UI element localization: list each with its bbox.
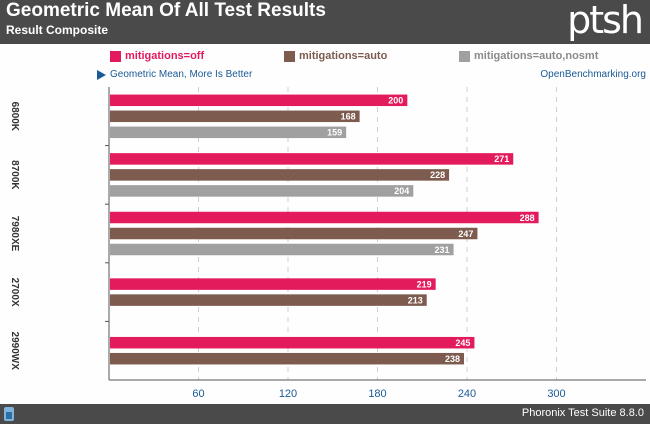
bar bbox=[110, 153, 514, 165]
bar bbox=[110, 352, 465, 365]
bar-value-label: 213 bbox=[408, 295, 423, 305]
bar bbox=[110, 94, 408, 107]
x-tick-label: 60 bbox=[192, 388, 204, 400]
bar-value-label: 200 bbox=[388, 96, 403, 106]
footer-version: Phoronix Test Suite 8.8.0 bbox=[521, 407, 644, 419]
bar-value-label: 204 bbox=[394, 186, 409, 196]
bar bbox=[110, 185, 414, 197]
bar-value-label: 238 bbox=[445, 354, 460, 364]
x-tick-label: 120 bbox=[279, 388, 297, 400]
bar bbox=[110, 294, 427, 306]
category-label: 6800K bbox=[9, 102, 20, 132]
pts-logo: ptsh bbox=[567, 0, 644, 42]
category-label: 2990WX bbox=[9, 332, 20, 371]
chart-title: Geometric Mean Of All Test Results bbox=[6, 0, 326, 21]
bar bbox=[110, 227, 478, 240]
bar-value-label: 228 bbox=[430, 170, 445, 180]
header-bar: Geometric Mean Of All Test Results Resul… bbox=[0, 0, 650, 44]
legend-swatch-auto bbox=[284, 51, 295, 62]
x-tick-label: 180 bbox=[368, 388, 386, 400]
direction-note-text: Geometric Mean, More Is Better bbox=[110, 69, 253, 80]
footer-bar: Phoronix Test Suite 8.8.0 bbox=[0, 404, 650, 424]
category-label: 7980XE bbox=[9, 216, 20, 252]
direction-note: Geometric Mean, More Is Better bbox=[97, 69, 253, 80]
bar-value-label: 271 bbox=[494, 154, 509, 164]
category-label: 8700K bbox=[9, 160, 20, 190]
bar bbox=[110, 278, 436, 290]
bar bbox=[110, 110, 360, 123]
x-tick-label: 240 bbox=[458, 388, 476, 400]
legend-label-nosmt: mitigations=auto,nosmt bbox=[474, 50, 599, 62]
bar-value-label: 245 bbox=[455, 338, 470, 348]
legend-label-off: mitigations=off bbox=[125, 50, 205, 62]
bar bbox=[110, 336, 475, 349]
bar bbox=[110, 243, 454, 256]
chart-subtitle: Result Composite bbox=[6, 23, 109, 37]
legend-swatch-nosmt bbox=[459, 51, 470, 62]
bar bbox=[110, 211, 539, 224]
legend-label-auto: mitigations=auto bbox=[299, 50, 388, 62]
bar bbox=[110, 169, 450, 181]
bar-value-label: 231 bbox=[435, 245, 450, 255]
bar-value-label: 168 bbox=[341, 112, 356, 122]
bar-value-label: 219 bbox=[417, 279, 432, 289]
bar-value-label: 159 bbox=[327, 128, 342, 138]
legend-swatch-off bbox=[110, 51, 121, 62]
pts-app-icon bbox=[4, 407, 14, 421]
category-label: 2700X bbox=[9, 278, 20, 307]
source-link[interactable]: OpenBenchmarking.org bbox=[540, 69, 646, 80]
bar-value-label: 247 bbox=[458, 229, 473, 239]
bar-value-label: 288 bbox=[520, 213, 535, 223]
play-arrow-icon bbox=[97, 70, 106, 80]
x-tick-label: 300 bbox=[547, 388, 565, 400]
bar bbox=[110, 126, 347, 139]
